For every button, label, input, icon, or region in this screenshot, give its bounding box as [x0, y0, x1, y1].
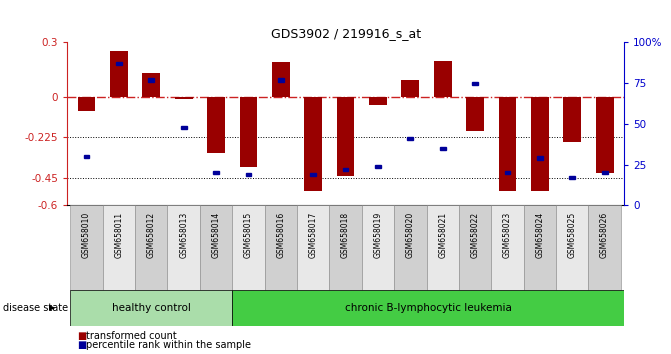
- Text: GSM658015: GSM658015: [244, 212, 253, 258]
- Text: percentile rank within the sample: percentile rank within the sample: [86, 340, 251, 350]
- Bar: [264, 205, 297, 290]
- Text: ▶: ▶: [48, 303, 55, 313]
- Text: GSM658010: GSM658010: [82, 212, 91, 258]
- Bar: [116, 62, 122, 65]
- Bar: [232, 205, 264, 290]
- Bar: [240, 97, 258, 167]
- Bar: [337, 97, 354, 176]
- Text: GSM658012: GSM658012: [147, 212, 156, 258]
- Text: GSM658021: GSM658021: [438, 212, 447, 258]
- Bar: [369, 97, 387, 105]
- Bar: [213, 171, 219, 175]
- Bar: [310, 173, 316, 176]
- Bar: [401, 80, 419, 97]
- Text: GSM658017: GSM658017: [309, 212, 317, 258]
- Bar: [564, 97, 581, 142]
- Text: GSM658011: GSM658011: [115, 212, 123, 258]
- Text: GSM658013: GSM658013: [179, 212, 188, 258]
- Text: GSM658020: GSM658020: [406, 212, 415, 258]
- Text: disease state: disease state: [3, 303, 68, 313]
- Bar: [329, 205, 362, 290]
- Bar: [537, 156, 543, 160]
- Text: ■: ■: [77, 340, 87, 350]
- Bar: [232, 290, 624, 326]
- Bar: [588, 205, 621, 290]
- Bar: [142, 73, 160, 97]
- Bar: [272, 62, 290, 97]
- Bar: [394, 205, 427, 290]
- Text: GSM658026: GSM658026: [600, 212, 609, 258]
- Bar: [246, 173, 252, 176]
- Bar: [602, 171, 607, 175]
- Text: GSM658019: GSM658019: [374, 212, 382, 258]
- Bar: [596, 97, 613, 173]
- Text: GSM658016: GSM658016: [276, 212, 285, 258]
- Bar: [375, 165, 381, 168]
- Text: chronic B-lymphocytic leukemia: chronic B-lymphocytic leukemia: [345, 303, 511, 313]
- Text: transformed count: transformed count: [86, 331, 176, 341]
- Bar: [110, 51, 127, 97]
- Bar: [70, 205, 103, 290]
- Text: GSM658025: GSM658025: [568, 212, 576, 258]
- Bar: [433, 61, 452, 97]
- Bar: [135, 205, 168, 290]
- Text: GSM658022: GSM658022: [470, 212, 480, 258]
- Bar: [407, 137, 413, 140]
- Bar: [278, 78, 284, 81]
- Bar: [174, 97, 193, 98]
- Bar: [103, 205, 135, 290]
- Bar: [304, 97, 322, 191]
- Bar: [472, 81, 478, 85]
- Bar: [168, 205, 200, 290]
- Bar: [84, 155, 89, 158]
- Bar: [343, 168, 348, 171]
- Bar: [362, 205, 394, 290]
- Bar: [491, 205, 523, 290]
- Bar: [70, 290, 232, 326]
- Text: healthy control: healthy control: [112, 303, 191, 313]
- Text: GSM658014: GSM658014: [211, 212, 221, 258]
- Text: GSM658018: GSM658018: [341, 212, 350, 258]
- Bar: [440, 147, 446, 150]
- Title: GDS3902 / 219916_s_at: GDS3902 / 219916_s_at: [270, 27, 421, 40]
- Text: GSM658023: GSM658023: [503, 212, 512, 258]
- Bar: [427, 205, 459, 290]
- Bar: [523, 205, 556, 290]
- Bar: [78, 97, 95, 111]
- Bar: [148, 78, 154, 81]
- Bar: [531, 97, 549, 191]
- Text: ■: ■: [77, 331, 87, 341]
- Bar: [569, 176, 575, 179]
- Bar: [556, 205, 588, 290]
- Bar: [207, 97, 225, 153]
- Bar: [499, 97, 517, 191]
- Bar: [180, 126, 187, 129]
- Bar: [297, 205, 329, 290]
- Bar: [459, 205, 491, 290]
- Bar: [466, 97, 484, 131]
- Text: GSM658024: GSM658024: [535, 212, 544, 258]
- Bar: [200, 205, 232, 290]
- Bar: [505, 171, 511, 175]
